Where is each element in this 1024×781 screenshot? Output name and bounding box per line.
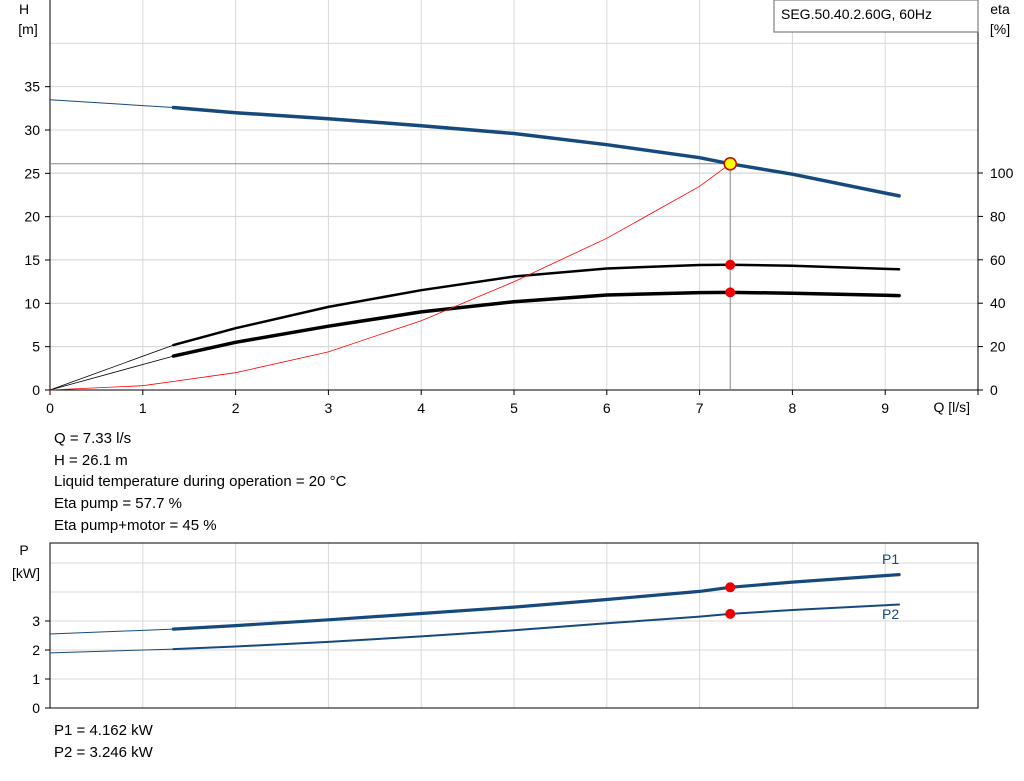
y-right-label-eta: eta: [990, 1, 1010, 17]
y-left-tick-label: 30: [24, 122, 40, 138]
chart-title: SEG.50.40.2.60G, 60Hz: [781, 6, 932, 22]
p-tick-label: 2: [32, 642, 40, 658]
y-right-tick-label: 0: [990, 382, 998, 398]
y-right-tick-label: 80: [990, 208, 1006, 224]
x-tick-label: 2: [232, 400, 240, 416]
p2-curve-extension: [49, 648, 174, 654]
p1-curve-extension: [49, 628, 174, 635]
top-points: [723, 157, 737, 298]
info-eta-total: Eta pump+motor = 45 %: [54, 516, 217, 534]
y-left-tick-label: 0: [32, 382, 40, 398]
x-tick-label: 5: [510, 400, 518, 416]
x-tick-label: 4: [417, 400, 425, 416]
y-left-tick-label: 35: [24, 79, 40, 95]
eta-total-operating-point: [725, 287, 736, 298]
p2-operating-point: [725, 608, 736, 619]
y-left-label-h: H: [19, 1, 29, 17]
p-axis-unit: [kW]: [12, 565, 40, 581]
info-p2: P2 = 3.246 kW: [54, 743, 153, 761]
operating-point-info: Q = 7.33 l/s H = 26.1 m Liquid temperatu…: [54, 428, 346, 536]
qh-curve-extension: [49, 99, 174, 108]
p2-curve: [172, 603, 901, 651]
eta-total-curve-extension: [49, 355, 174, 391]
p1-operating-point: [725, 582, 736, 593]
eta-pump-operating-point: [725, 259, 736, 270]
p-tick-label: 0: [32, 700, 40, 716]
eta-pump-curve: [172, 263, 901, 347]
top-grid: [50, 0, 979, 390]
top-series: [49, 99, 901, 391]
x-tick-label: 1: [139, 400, 147, 416]
y-left-tick-label: 10: [24, 295, 40, 311]
bottom-ticks: 0 1 2 3: [32, 613, 50, 716]
p-axis-label: P: [19, 542, 28, 558]
qh-curve: [171, 105, 901, 198]
y-left-tick-label: 20: [24, 209, 40, 225]
bottom-grid: [50, 543, 979, 708]
y-left-tick-label: 15: [24, 252, 40, 268]
x-tick-label: 7: [696, 400, 704, 416]
eta-pump-curve-extension: [49, 344, 174, 391]
x-axis-label: Q [l/s]: [933, 399, 970, 415]
title-box: [773, 0, 979, 33]
y-right-tick-label: 40: [990, 295, 1006, 311]
info-temperature: Liquid temperature during operation = 20…: [54, 473, 347, 491]
p1-curve: [171, 573, 901, 631]
y-right-label-unit: [%]: [990, 21, 1010, 37]
bottom-points: [725, 582, 736, 619]
p-tick-label: 3: [32, 613, 40, 629]
info-q: Q = 7.33 l/s: [54, 430, 132, 447]
x-tick-label: 8: [789, 400, 797, 416]
series-label-p1: P1: [882, 551, 899, 567]
info-h: H = 26.1 m: [54, 451, 128, 469]
x-tick-label: 3: [325, 400, 333, 416]
system-curve: [49, 163, 731, 391]
y-left-tick-label: 25: [24, 165, 40, 181]
info-eta-pump: Eta pump = 57.7 %: [54, 495, 182, 513]
y-left-tick-label: 5: [32, 339, 40, 355]
power-info: P1 = 4.162 kW P2 = 3.246 kW: [54, 720, 153, 763]
y-right-tick-label: 60: [990, 252, 1006, 268]
info-p1: P1 = 4.162 kW: [54, 722, 153, 739]
x-tick-label: 9: [881, 400, 889, 416]
y-right-tick-label: 100: [990, 165, 1014, 181]
y-left-label-unit: [m]: [18, 21, 37, 37]
eta-total-curve: [171, 290, 901, 358]
p-tick-label: 1: [32, 671, 40, 687]
bottom-series: [49, 573, 901, 654]
duty-operating-point: [723, 157, 737, 171]
bottom-plot-frame: [49, 542, 979, 709]
series-label-p2: P2: [882, 606, 899, 622]
bottom-frame: [49, 542, 979, 709]
y-right-tick-label: 20: [990, 339, 1006, 355]
top-ticks: 0 1 2 3 4 5 6 7 8 9 0 5 10 15 20 25 30 35 0 20 40 60 80 100: [24, 79, 1013, 416]
x-tick-label: 6: [603, 400, 611, 416]
x-tick-label: 0: [46, 400, 54, 416]
